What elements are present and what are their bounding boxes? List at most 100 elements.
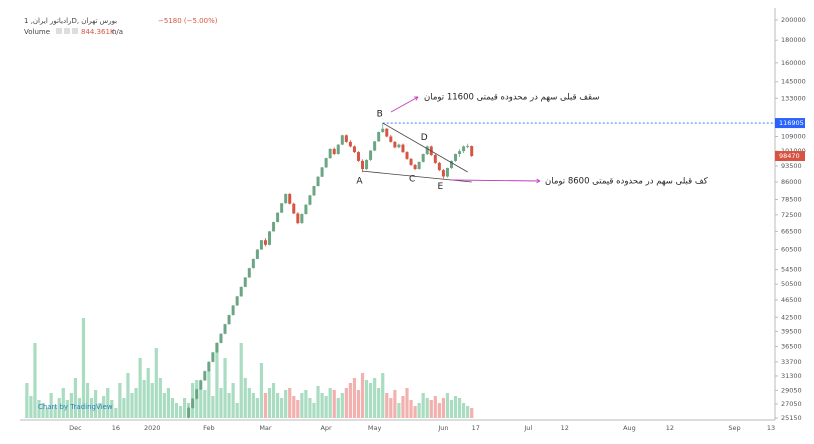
candle-body [373, 141, 377, 151]
volume-bar [441, 398, 445, 418]
candle-body [243, 277, 247, 287]
volume-bar [417, 403, 421, 418]
last-price-label: 98470 [779, 152, 800, 160]
candle-body [231, 305, 235, 316]
annotation: سقف قبلی سهم در محدوده قیمتی 11600 تومان [424, 93, 599, 103]
volume-bar [332, 390, 336, 418]
volume-bar [397, 403, 401, 418]
volume-bar [470, 408, 474, 418]
candle-body [284, 193, 288, 204]
x-tick-label: 16 [112, 424, 120, 432]
volume-bar [288, 388, 292, 418]
candle-body [320, 167, 324, 177]
volume-bar [106, 388, 110, 418]
pattern-point: E [438, 182, 444, 192]
volume-bar [381, 373, 385, 418]
volume-bar [219, 388, 223, 418]
y-tick-label: 42500 [781, 313, 802, 321]
volume-bar [114, 408, 118, 418]
volume-bar [433, 396, 437, 418]
volume-bar [178, 406, 183, 418]
volume-bar [385, 393, 389, 418]
candle-body [425, 146, 429, 155]
candle-body [219, 333, 223, 343]
volume-bar [170, 398, 175, 418]
volume-bar [239, 343, 243, 418]
volume-bar [437, 403, 441, 418]
volume-bar [134, 388, 138, 418]
candle-body [356, 152, 360, 161]
price-label: 116905 [779, 119, 804, 127]
x-tick-label: May [368, 424, 382, 432]
volume-bar [98, 403, 102, 418]
volume-bar [25, 383, 29, 418]
candle-body [215, 342, 219, 353]
x-tick-label: 12 [666, 424, 674, 432]
volume-bar [69, 393, 73, 418]
volume-bar [73, 378, 78, 418]
candle-body [336, 144, 340, 155]
volume-bar [324, 396, 328, 418]
pattern-point: D [421, 133, 428, 143]
candle-body [445, 168, 449, 177]
volume-bar [377, 388, 381, 418]
y-tick-label: 200000 [781, 16, 806, 24]
volume-bar [223, 358, 227, 418]
x-tick-label: 2020 [144, 424, 161, 432]
volume-bar [49, 393, 53, 418]
pattern-point: C [409, 175, 415, 185]
volume-bar [247, 388, 251, 418]
candle-body [272, 222, 276, 232]
volume-bar [413, 406, 417, 418]
volume-bar [316, 386, 320, 418]
x-tick-label: Sep [728, 424, 740, 432]
volume-bar [275, 393, 280, 418]
candle-body [401, 144, 405, 153]
legend-box [72, 28, 78, 34]
y-tick-label: 29050 [781, 386, 802, 394]
candle-body [344, 135, 348, 142]
volume-bar [45, 408, 49, 418]
volume-bar [81, 318, 86, 418]
candle-body [239, 286, 243, 297]
volume-bar [199, 388, 203, 418]
candle-body [191, 398, 195, 408]
volume-bar [267, 388, 272, 418]
volume-bar [449, 400, 454, 418]
candle-body [308, 195, 312, 205]
volume-bar [259, 363, 264, 418]
candle-body [324, 158, 328, 168]
volume-bar [162, 393, 166, 418]
volume-bar [29, 396, 33, 418]
candle-body [187, 407, 191, 418]
arrow-head [536, 178, 541, 184]
candle-body [235, 296, 239, 306]
y-tick-label: 60500 [781, 246, 802, 254]
candle-body [417, 161, 421, 170]
volume-bar [65, 400, 69, 418]
volume-bar [110, 400, 114, 418]
volume-bar [138, 358, 142, 418]
volume-bar [126, 373, 130, 418]
candle-body [405, 152, 409, 159]
candle-body [312, 186, 316, 196]
candle-body [340, 135, 344, 145]
candle-body [227, 315, 231, 325]
volume-bar [445, 393, 450, 418]
candle-body [263, 240, 267, 245]
x-tick-label: Feb [203, 424, 215, 432]
y-tick-label: 93500 [781, 162, 802, 170]
candle-body [437, 162, 441, 171]
candle-body [348, 141, 352, 147]
volume-bar [296, 400, 300, 418]
candle-body [397, 144, 401, 148]
candle-body [470, 146, 474, 157]
volume-bar [284, 390, 288, 418]
candle-body [199, 380, 203, 390]
chart-title: رادیاتور ایران, 1D, بورس تهران [24, 17, 117, 25]
candle-body [300, 213, 304, 224]
candle-body [352, 146, 356, 153]
candle-body [223, 324, 227, 334]
volume-bar [369, 383, 373, 418]
volume-bar [41, 403, 45, 418]
